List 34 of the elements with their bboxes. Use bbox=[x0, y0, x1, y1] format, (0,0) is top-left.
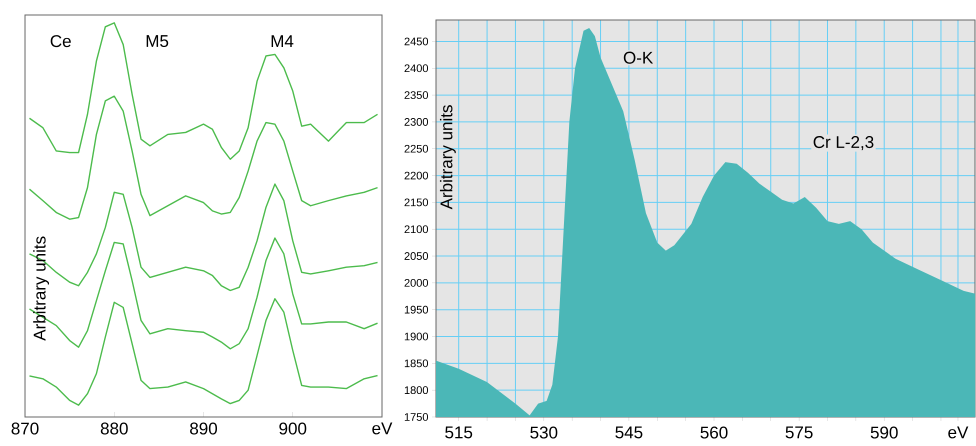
x-tick-label: 890 bbox=[190, 422, 218, 435]
x-tick-label: 590 bbox=[870, 426, 898, 439]
y-tick-label: 1850 bbox=[404, 359, 428, 368]
y-tick-label: 2150 bbox=[404, 198, 428, 206]
x-tick-label: 575 bbox=[786, 426, 813, 438]
x-tick-label: 530 bbox=[530, 426, 558, 439]
y-tick-label: 1900 bbox=[404, 332, 428, 340]
x-tick-label: 870 bbox=[12, 422, 39, 435]
y-tick-label: 2050 bbox=[404, 252, 428, 260]
y-tick-label: 2400 bbox=[404, 64, 428, 72]
y-tick-label: 1750 bbox=[404, 413, 428, 421]
y-tick-label: 2350 bbox=[404, 91, 428, 99]
x-tick-label: 560 bbox=[700, 426, 728, 439]
y-tick-label: 2450 bbox=[404, 38, 428, 46]
y-axis-title: Arbitrary units bbox=[33, 236, 49, 341]
y-tick-label: 1800 bbox=[404, 386, 428, 394]
annotation: Ce bbox=[50, 35, 71, 48]
y-tick-label: 2200 bbox=[404, 172, 428, 180]
y-tick-label: 2300 bbox=[404, 118, 428, 126]
x-tick-label: eV bbox=[372, 422, 392, 434]
y-tick-label: 2100 bbox=[404, 225, 428, 234]
y-tick-label: 2000 bbox=[404, 278, 428, 287]
y-axis-title: Arbitrary units bbox=[440, 105, 456, 210]
y-tick-label: 2250 bbox=[404, 144, 428, 153]
x-tick-label: 900 bbox=[279, 422, 306, 435]
x-tick-label: eV bbox=[948, 426, 968, 438]
x-tick-label: 545 bbox=[615, 426, 642, 438]
x-tick-label: 515 bbox=[445, 426, 472, 438]
annotation: M5 bbox=[146, 35, 168, 48]
y-tick-label: 1950 bbox=[404, 306, 428, 314]
annotation: M4 bbox=[272, 35, 294, 47]
x-tick-label: 880 bbox=[100, 422, 128, 435]
annotation: Cr L-2,3 bbox=[814, 136, 874, 150]
annotation: O-K bbox=[624, 52, 654, 64]
